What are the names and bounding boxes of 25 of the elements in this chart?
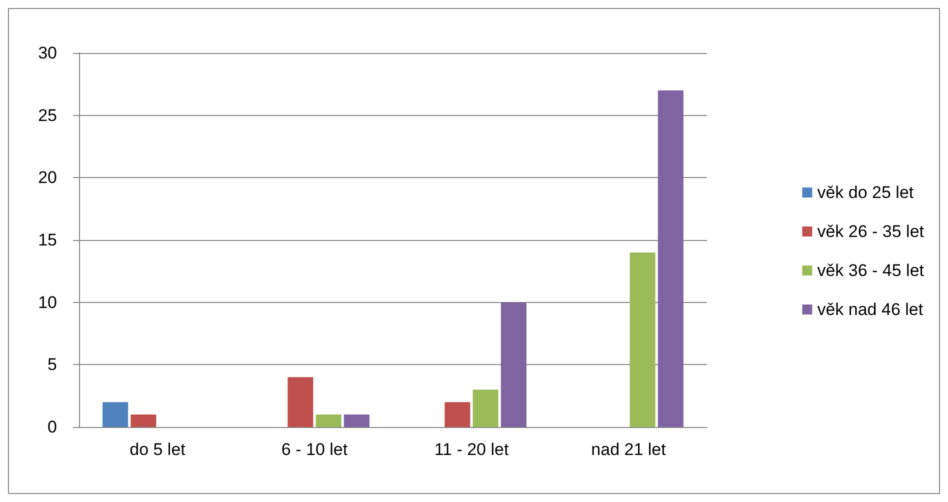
- bar: [472, 390, 498, 427]
- y-tick-label: 5: [48, 355, 57, 374]
- y-tick-label: 25: [38, 106, 57, 125]
- bar: [658, 90, 684, 427]
- x-tick-label: do 5 let: [130, 440, 186, 459]
- bar: [630, 252, 656, 427]
- legend-label: věk nad 46 let: [817, 300, 924, 319]
- legend-label: věk 26 - 35 let: [817, 222, 924, 241]
- bar: [344, 414, 370, 427]
- bar: [444, 402, 470, 427]
- y-tick-label: 20: [38, 168, 57, 188]
- legend-label: věk do 25 let: [817, 183, 914, 202]
- y-tick-label: 0: [48, 418, 57, 436]
- bar: [316, 414, 342, 427]
- y-tick-label: 10: [38, 292, 57, 312]
- x-tick-label: 6 - 10 let: [281, 440, 348, 459]
- x-tick-label: 11 - 20 let: [434, 440, 509, 459]
- bar: [102, 402, 128, 427]
- bar: [288, 377, 314, 427]
- bar: [500, 302, 526, 427]
- legend-label: věk 36 - 45 let: [817, 261, 924, 280]
- y-tick-label: 30: [38, 44, 57, 62]
- y-tick-label: 15: [38, 230, 57, 250]
- bar: [130, 414, 156, 427]
- x-tick-label: nad 21 let: [591, 440, 666, 459]
